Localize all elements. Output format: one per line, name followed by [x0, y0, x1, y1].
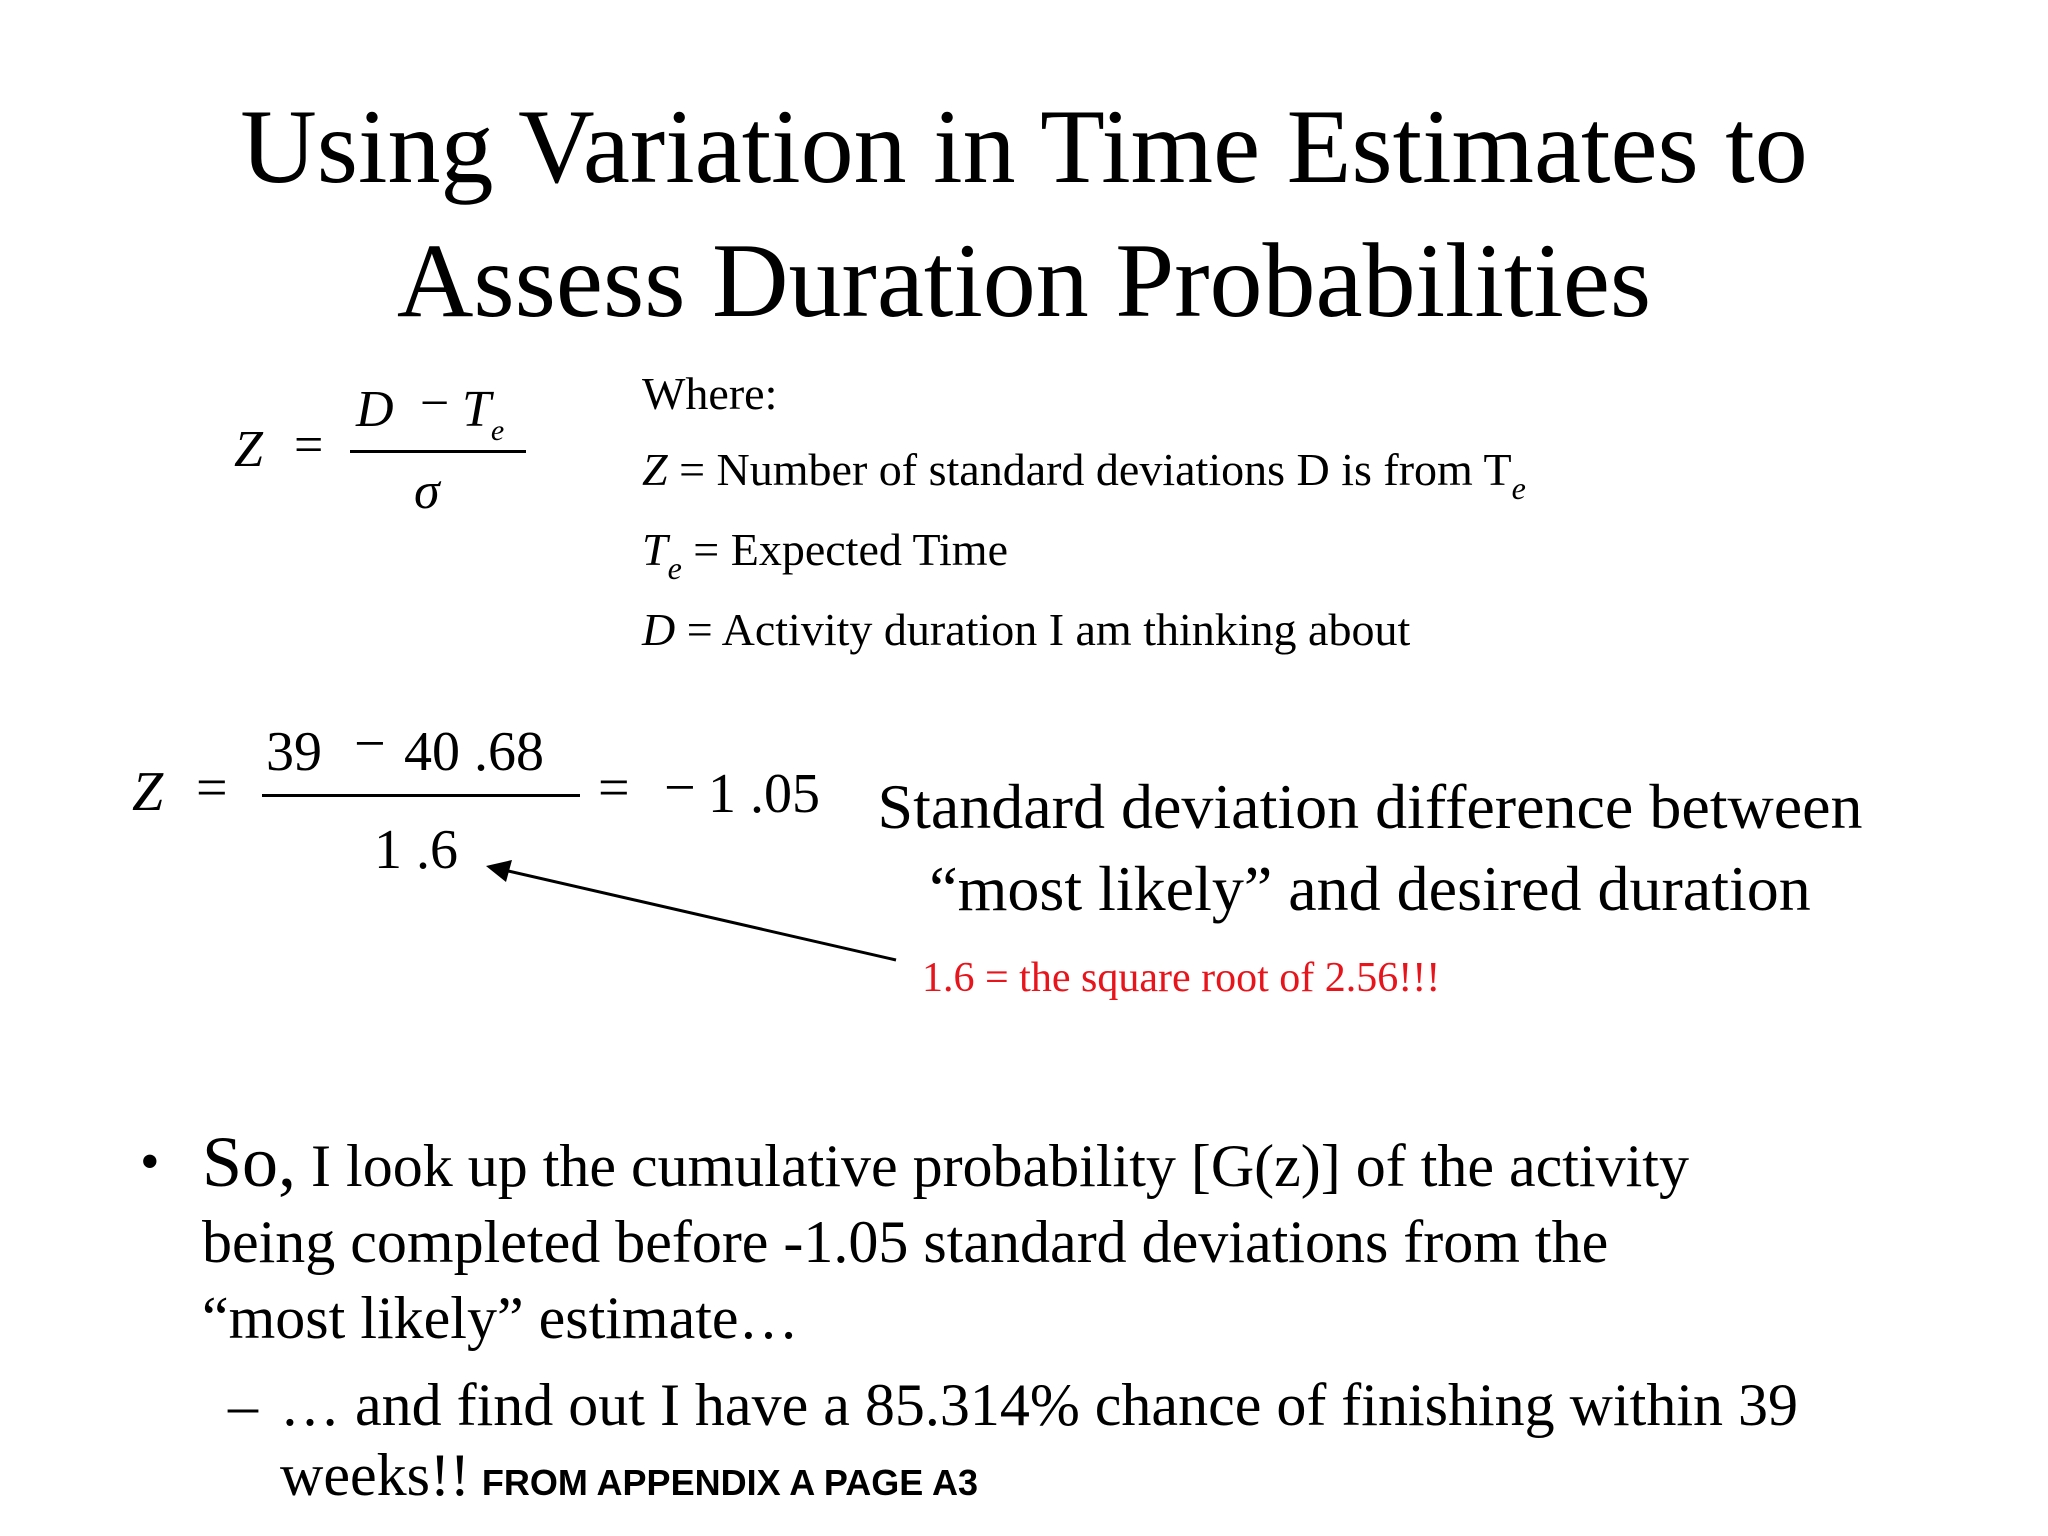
slide-title: Using Variation in Time Estimates to Ass…: [0, 80, 2048, 348]
definition-z: Z = Number of standard deviations D is f…: [642, 444, 1526, 506]
calc-numerator-a: 39: [266, 721, 322, 783]
formula-numerator-subscript: e: [490, 414, 505, 447]
calc-negative-sign: −: [664, 757, 696, 819]
formula-lhs: Z: [234, 421, 263, 478]
annotation-note: 1.6 = the square root of 2.56!!!: [922, 955, 1441, 1001]
sub-bullet-line-2: weeks!! FROM APPENDIX A PAGE A3: [280, 1442, 978, 1508]
formula-numerator-t: Te: [462, 381, 505, 447]
calc-equals-2: =: [598, 757, 630, 819]
definition-te: Te = Expected Time: [642, 524, 1008, 586]
explanation: Standard deviation difference between “m…: [840, 766, 1900, 930]
sub-bullet-text: … and find out I have a 85.314% chance o…: [280, 1370, 1798, 1518]
formula-denominator: σ: [414, 463, 440, 520]
explanation-line-2: “most likely” and desired duration: [929, 853, 1811, 924]
bullet-line-2: being completed before -1.05 standard de…: [202, 1209, 1609, 1275]
formula-numerator-minus: −: [420, 375, 450, 432]
title-line-2: Assess Duration Probabilities: [396, 222, 1652, 339]
calc-numerator-b: 40 .68: [404, 721, 544, 783]
bullet-line-1: So, I look up the cumulative probability…: [202, 1122, 1689, 1202]
calc-result: 1 .05: [708, 763, 820, 825]
bullet-text: So, I look up the cumulative probability…: [202, 1124, 1689, 1356]
calc-fraction-bar: [262, 794, 580, 797]
calc-equals: =: [196, 757, 228, 819]
explanation-line-1: Standard deviation difference between: [877, 771, 1863, 842]
formula-fraction-bar: [350, 450, 526, 453]
bullet-marker: •: [140, 1131, 160, 1193]
calc-numerator-minus: −: [354, 713, 386, 775]
definition-d: D = Activity duration I am thinking abou…: [642, 604, 1411, 655]
sub-bullet-line-1: … and find out I have a 85.314% chance o…: [280, 1372, 1798, 1438]
definitions: Where: Z = Number of standard deviations…: [642, 356, 1526, 668]
formula-equals: =: [294, 417, 324, 474]
title-line-1: Using Variation in Time Estimates to: [240, 88, 1808, 205]
sub-bullet-marker: –: [228, 1372, 258, 1438]
formula-numerator-d: D: [356, 381, 394, 438]
calc-denominator: 1 .6: [374, 819, 458, 881]
calc-lhs: Z: [132, 761, 164, 823]
source-reference: FROM APPENDIX A PAGE A3: [481, 1462, 978, 1503]
bullet-line-3: “most likely” estimate…: [202, 1285, 799, 1351]
definitions-heading: Where:: [642, 368, 778, 419]
